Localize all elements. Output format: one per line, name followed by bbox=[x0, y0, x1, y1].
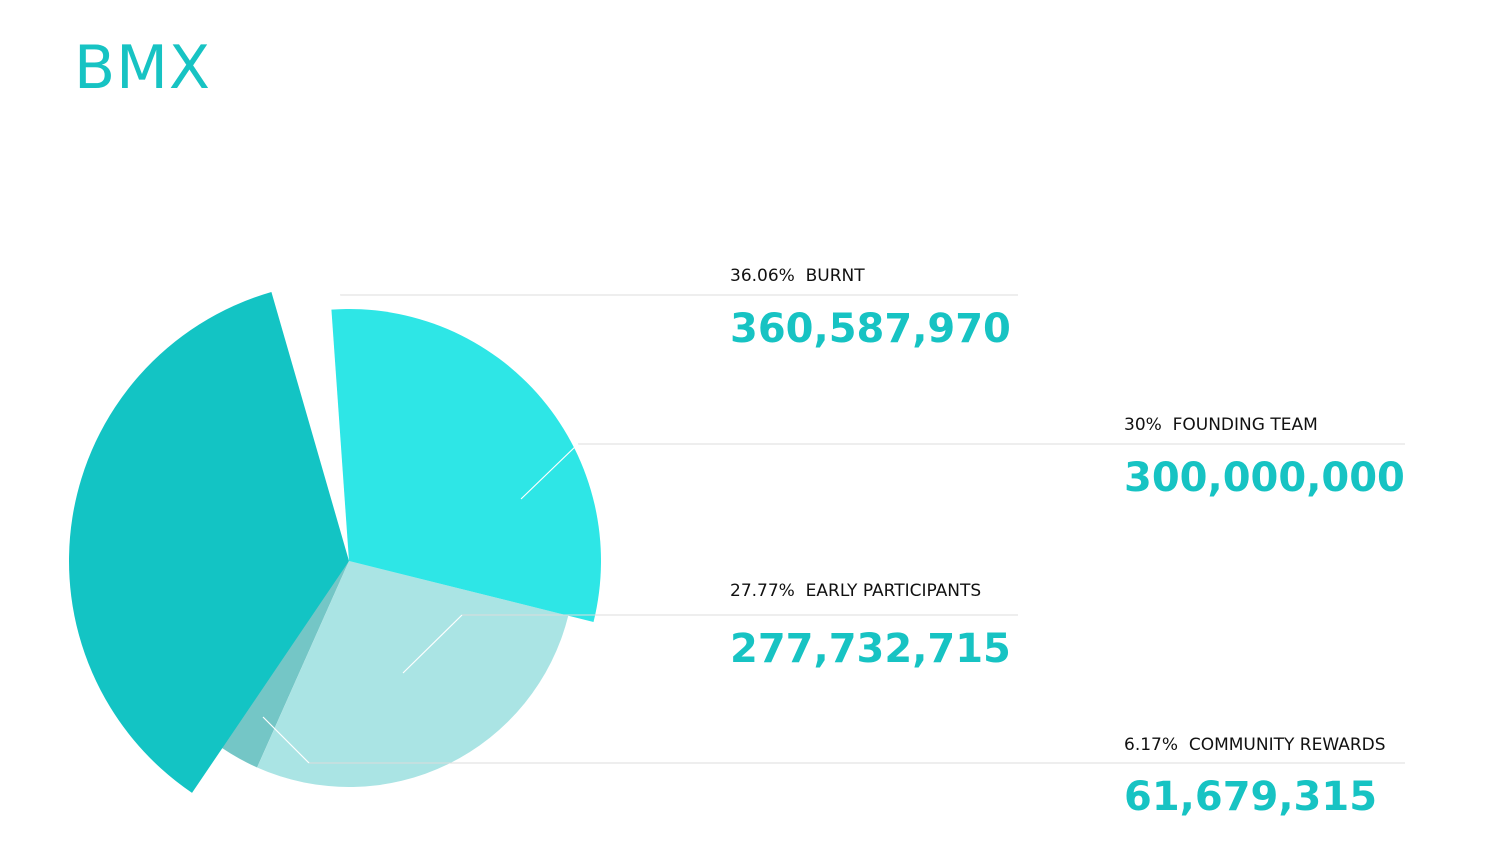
legend-percent-founding-team: 30% bbox=[1124, 415, 1162, 435]
pie-slice-burnt bbox=[69, 291, 349, 793]
legend-value-early-participants: 277,732,715 bbox=[730, 626, 1011, 672]
leader-pointer-burnt bbox=[300, 294, 341, 337]
leader-pointer-community-rewards bbox=[262, 716, 310, 764]
leader-pointer-founding-team bbox=[520, 443, 579, 500]
legend-label-community-rewards: 6.17% COMMUNITY REWARDS bbox=[1124, 737, 1386, 754]
legend-value-burnt: 360,587,970 bbox=[730, 306, 1011, 352]
pie-slice-founding-team bbox=[331, 308, 601, 622]
legend-percent-burnt: 36.06% bbox=[730, 266, 795, 286]
legend-label-early-participants: 27.77% EARLY PARTICIPANTS bbox=[730, 583, 981, 600]
legend-label-burnt: 36.06% BURNT bbox=[730, 268, 865, 285]
legend-name-founding-team: FOUNDING TEAM bbox=[1172, 415, 1318, 435]
pie-slice-early-participants bbox=[257, 561, 569, 788]
legend-name-burnt: BURNT bbox=[805, 266, 865, 286]
legend-name-community-rewards: COMMUNITY REWARDS bbox=[1188, 735, 1386, 755]
legend-name-early-participants: EARLY PARTICIPANTS bbox=[805, 581, 982, 601]
page-title: BMX bbox=[74, 33, 212, 103]
legend-percent-community-rewards: 6.17% bbox=[1124, 735, 1179, 755]
leader-pointer-early-participants bbox=[402, 614, 463, 674]
legend-label-founding-team: 30% FOUNDING TEAM bbox=[1124, 417, 1318, 434]
legend-value-community-rewards: 61,679,315 bbox=[1124, 774, 1378, 820]
legend-value-founding-team: 300,000,000 bbox=[1124, 455, 1405, 501]
legend-percent-early-participants: 27.77% bbox=[730, 581, 795, 601]
